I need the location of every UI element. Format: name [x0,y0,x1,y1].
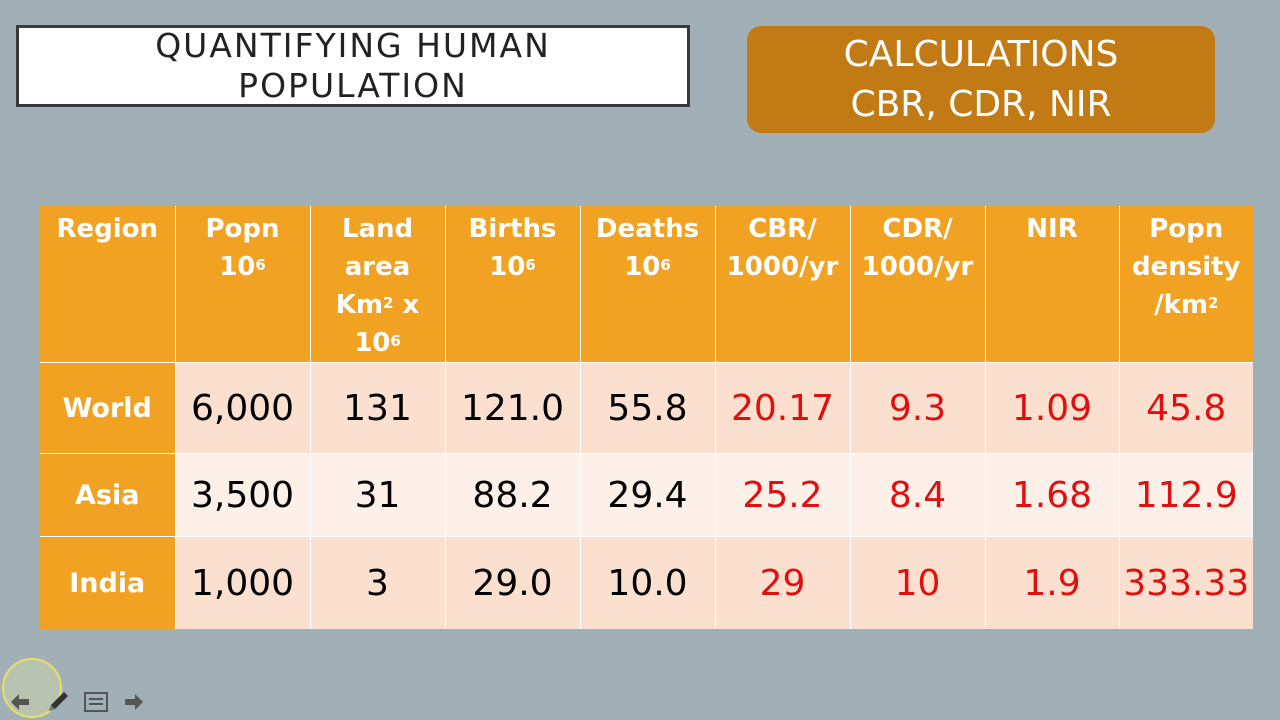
calculations-box: CALCULATIONS CBR, CDR, NIR [747,26,1215,133]
cell-popn-density: 45.8 [1119,362,1253,454]
menu-icon[interactable] [82,688,110,716]
cell-land-area: 3 [310,536,446,629]
table-header-row: Region Popn 106 Land area Km2 x 106 Birt… [40,206,1253,363]
calculations-line2: CBR, CDR, NIR [850,83,1112,125]
header-region: Region [40,206,176,363]
forward-arrow-icon[interactable] [120,688,148,716]
slide-title: QUANTIFYING HUMAN POPULATION [16,25,690,107]
cell-cdr: 9.3 [850,362,986,454]
header-deaths: Deaths 106 [580,206,716,363]
cell-region: World [40,362,176,454]
cell-region: India [40,536,176,629]
cell-popn: 6,000 [175,362,311,454]
cell-cbr: 25.2 [715,453,851,537]
cell-cdr: 8.4 [850,453,986,537]
cell-births: 88.2 [445,453,581,537]
slide-nav-toolbar [6,688,148,716]
cell-land-area: 31 [310,453,446,537]
slide-title-line2: POPULATION [238,66,468,105]
header-births: Births 106 [445,206,581,363]
cell-region: Asia [40,453,176,537]
header-popn-density: Popn density /km2 [1119,206,1253,363]
cell-deaths: 55.8 [580,362,716,454]
cell-nir: 1.9 [985,536,1120,629]
cell-deaths: 29.4 [580,453,716,537]
table-row: Asia 3,500 31 88.2 29.4 25.2 8.4 1.68 11… [40,453,1253,537]
header-popn: Popn 106 [175,206,311,363]
header-cdr: CDR/ 1000/yr [850,206,986,363]
slide-title-line1: QUANTIFYING HUMAN [155,26,551,65]
cell-cbr: 29 [715,536,851,629]
cell-popn-density: 112.9 [1119,453,1253,537]
cell-popn: 3,500 [175,453,311,537]
cursor-highlight-ring [2,658,62,718]
header-nir: NIR [985,206,1120,363]
cell-cdr: 10 [850,536,986,629]
back-arrow-icon[interactable] [6,688,34,716]
cell-births: 29.0 [445,536,581,629]
population-table: Region Popn 106 Land area Km2 x 106 Birt… [40,206,1253,629]
table-row: World 6,000 131 121.0 55.8 20.17 9.3 1.0… [40,362,1253,454]
calculations-line1: CALCULATIONS [843,33,1119,75]
cell-births: 121.0 [445,362,581,454]
cell-land-area: 131 [310,362,446,454]
cell-popn-density: 333.33 [1119,536,1253,629]
header-land-area: Land area Km2 x 106 [310,206,446,363]
cell-deaths: 10.0 [580,536,716,629]
table-row: India 1,000 3 29.0 10.0 29 10 1.9 333.33 [40,536,1253,629]
cell-cbr: 20.17 [715,362,851,454]
cell-popn: 1,000 [175,536,311,629]
cell-nir: 1.09 [985,362,1120,454]
cell-nir: 1.68 [985,453,1120,537]
pen-icon[interactable] [44,688,72,716]
header-cbr: CBR/ 1000/yr [715,206,851,363]
